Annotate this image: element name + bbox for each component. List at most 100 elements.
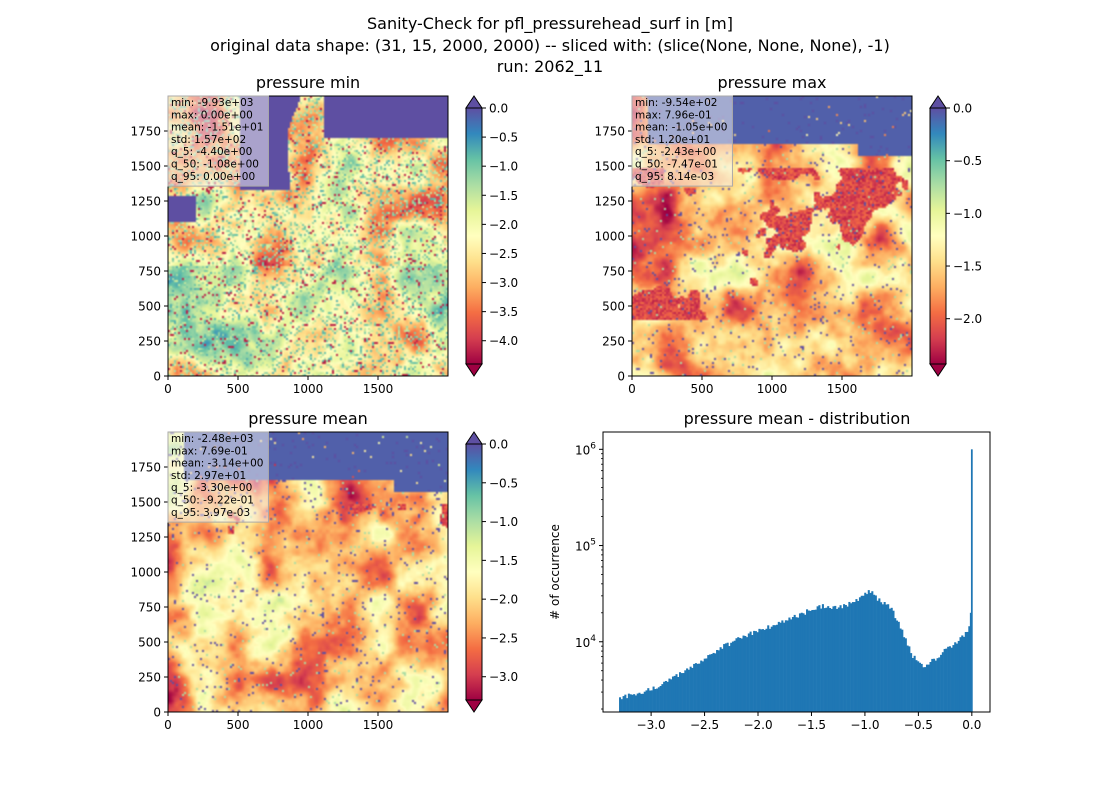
x-tick-label: 500 — [227, 382, 250, 396]
histogram-bar — [865, 594, 869, 712]
histogram-bar — [721, 648, 724, 712]
x-tick-label: 1000 — [293, 382, 324, 396]
histogram-bar — [788, 617, 791, 712]
histogram-bar — [843, 604, 846, 712]
histogram-bar — [857, 600, 860, 712]
histogram-bar — [753, 630, 756, 712]
histogram-bar — [664, 680, 667, 712]
histogram-bar — [804, 614, 807, 712]
histogram-bar — [846, 606, 849, 712]
y-tick-label: 1500 — [130, 496, 161, 510]
histogram-bar — [689, 666, 692, 712]
histogram-bar — [735, 638, 738, 712]
stats-line: mean: -3.14e+00 — [171, 458, 263, 470]
histogram-bar — [719, 647, 722, 712]
histogram-bar — [728, 646, 731, 712]
panel-title: pressure max — [717, 73, 826, 92]
histogram-bar — [818, 605, 821, 712]
histogram-bar — [693, 663, 696, 712]
x-tick-label: 1500 — [827, 382, 858, 396]
histogram-bar — [874, 595, 877, 712]
histogram-bar — [677, 676, 680, 712]
histogram-bar — [959, 637, 962, 712]
histogram-bar — [654, 689, 657, 712]
histogram-bar — [622, 696, 625, 712]
histogram-bar — [894, 618, 897, 712]
histogram-bar — [726, 642, 729, 712]
y-tick-label: 106 — [575, 441, 596, 457]
colorbar-tick-label: −3.0 — [489, 670, 518, 684]
histogram-bar — [873, 594, 876, 712]
histogram-bar — [800, 612, 803, 712]
histogram-bar — [700, 660, 703, 712]
x-tick-label: 0 — [164, 718, 172, 732]
histogram-bar — [671, 676, 675, 712]
histogram-bar — [945, 648, 948, 712]
colorbar-frame — [929, 107, 947, 365]
histogram-bar-spike — [970, 449, 973, 712]
histogram-bar — [934, 660, 937, 712]
y-tick-label: 0 — [153, 706, 161, 720]
histogram-bar — [679, 672, 682, 712]
histogram-bar — [961, 635, 964, 712]
stats-background — [631, 95, 733, 187]
y-tick-label: 1000 — [130, 566, 161, 580]
axis-ticks: −3.0 −2.5 −2.0 −1.5 −1.0 −0.5 0.0 104 105 106 — [575, 441, 981, 732]
histogram-bar — [933, 658, 936, 712]
histogram-bar — [885, 604, 888, 712]
y-tick-label: 1500 — [130, 160, 161, 174]
histogram-bar — [938, 657, 941, 712]
histogram-bar — [717, 650, 720, 712]
histogram-bar — [758, 628, 761, 712]
colorbar-tick-label: −0.5 — [953, 154, 982, 168]
histogram-bar — [680, 673, 683, 712]
colorbar-tick-label: −1.5 — [489, 554, 518, 568]
colorbar: 0.0 −0.5 −1.0 −1.5 −2.0 −2.5 −3.0 −3.5 −4.0 — [465, 95, 518, 377]
y-tick-label: 1250 — [594, 195, 625, 209]
x-tick-label: −1.0 — [850, 718, 879, 732]
histogram-bar — [656, 688, 659, 712]
histogram-bar — [908, 646, 911, 712]
histogram-bar — [791, 616, 794, 712]
histogram-bar — [957, 640, 960, 712]
histogram-bar — [887, 604, 890, 712]
histogram-bar — [964, 632, 967, 712]
histogram-bar — [841, 608, 844, 712]
histogram-bar — [730, 642, 733, 712]
histogram-bar — [629, 694, 632, 712]
colorbar-tick-label: 0.0 — [953, 102, 972, 116]
histogram-bar — [955, 643, 959, 712]
histogram-bar — [636, 693, 639, 712]
histogram-bar — [880, 602, 883, 712]
histogram-bar — [649, 690, 652, 712]
histogram-bar — [954, 642, 957, 712]
stats-line: q_95: 3.97e-03 — [171, 507, 250, 519]
histogram-bar — [707, 655, 710, 712]
y-tick-label: 750 — [138, 601, 161, 615]
suptitle-line-1: Sanity-Check for pfl_pressurehead_surf i… — [367, 14, 733, 34]
axes-frame — [602, 431, 991, 713]
colorbar-tick-label: −0.5 — [489, 476, 518, 490]
histogram-bar — [760, 629, 763, 712]
y-tick-label: 0 — [153, 370, 161, 384]
histogram-bar — [871, 591, 874, 712]
colorbar-tick-label: −1.0 — [953, 207, 982, 221]
histogram-bar — [650, 690, 653, 712]
axis-ticks: 0 500 1000 1500 0 250 500 750 1000 1250 1500 1750 — [594, 125, 857, 397]
histogram-bar — [806, 609, 809, 712]
stats-line: mean: -1.51e+01 — [171, 122, 263, 134]
histogram-bar — [834, 605, 837, 712]
histogram-bar — [746, 637, 749, 712]
histogram-bar — [740, 638, 743, 712]
stats-line: min: -9.93e+03 — [171, 97, 253, 109]
y-tick-label: 1250 — [130, 195, 161, 209]
histogram-bar — [869, 592, 872, 712]
histogram-bar — [705, 658, 708, 712]
histogram-bar — [710, 654, 713, 712]
histogram-bar — [797, 617, 800, 712]
histogram-bar — [712, 652, 715, 712]
colorbar-tick-label: −2.0 — [953, 312, 982, 326]
histogram-bar — [910, 653, 913, 712]
histogram-bar — [626, 698, 629, 712]
